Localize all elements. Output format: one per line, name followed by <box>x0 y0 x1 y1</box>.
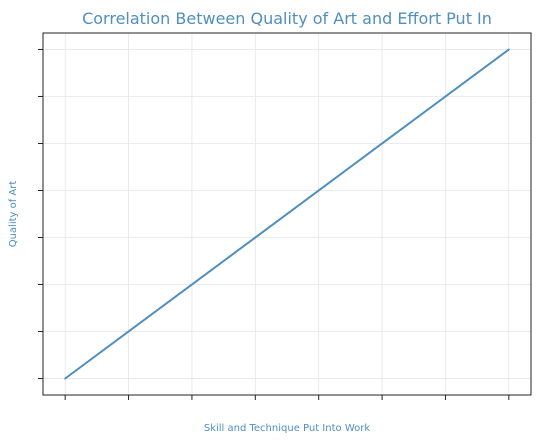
series-layer <box>64 48 510 380</box>
grid <box>43 33 531 395</box>
plot-frame <box>42 32 532 396</box>
axis-ticks <box>38 48 510 400</box>
x-axis-label: Skill and Technique Put Into Work <box>204 423 371 434</box>
chart-title: Correlation Between Quality of Art and E… <box>82 9 492 28</box>
y-axis-label: Quality of Art <box>8 181 19 248</box>
series-line-0 <box>64 48 510 380</box>
